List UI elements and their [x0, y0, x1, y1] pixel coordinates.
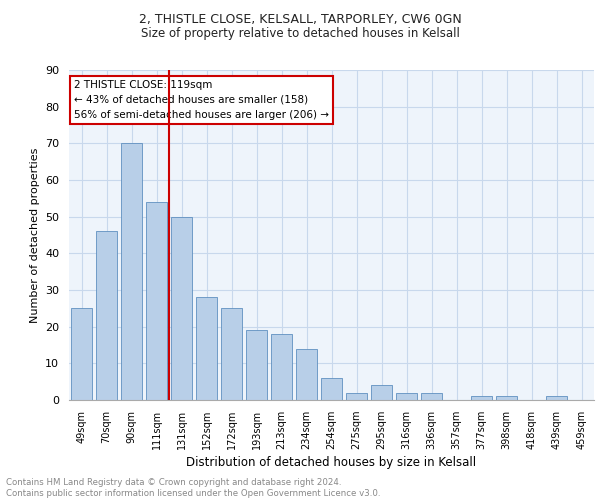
- Bar: [296, 348, 317, 400]
- X-axis label: Distribution of detached houses by size in Kelsall: Distribution of detached houses by size …: [187, 456, 476, 469]
- Bar: [171, 216, 192, 400]
- Bar: [221, 308, 242, 400]
- Bar: [471, 396, 492, 400]
- Bar: [96, 232, 117, 400]
- Bar: [271, 334, 292, 400]
- Bar: [146, 202, 167, 400]
- Bar: [321, 378, 342, 400]
- Text: Size of property relative to detached houses in Kelsall: Size of property relative to detached ho…: [140, 28, 460, 40]
- Text: 2, THISTLE CLOSE, KELSALL, TARPORLEY, CW6 0GN: 2, THISTLE CLOSE, KELSALL, TARPORLEY, CW…: [139, 12, 461, 26]
- Bar: [246, 330, 267, 400]
- Y-axis label: Number of detached properties: Number of detached properties: [29, 148, 40, 322]
- Text: Contains HM Land Registry data © Crown copyright and database right 2024.
Contai: Contains HM Land Registry data © Crown c…: [6, 478, 380, 498]
- Bar: [346, 392, 367, 400]
- Text: 2 THISTLE CLOSE: 119sqm
← 43% of detached houses are smaller (158)
56% of semi-d: 2 THISTLE CLOSE: 119sqm ← 43% of detache…: [74, 80, 329, 120]
- Bar: [371, 386, 392, 400]
- Bar: [196, 298, 217, 400]
- Bar: [421, 392, 442, 400]
- Bar: [71, 308, 92, 400]
- Bar: [396, 392, 417, 400]
- Bar: [496, 396, 517, 400]
- Bar: [546, 396, 567, 400]
- Bar: [121, 144, 142, 400]
